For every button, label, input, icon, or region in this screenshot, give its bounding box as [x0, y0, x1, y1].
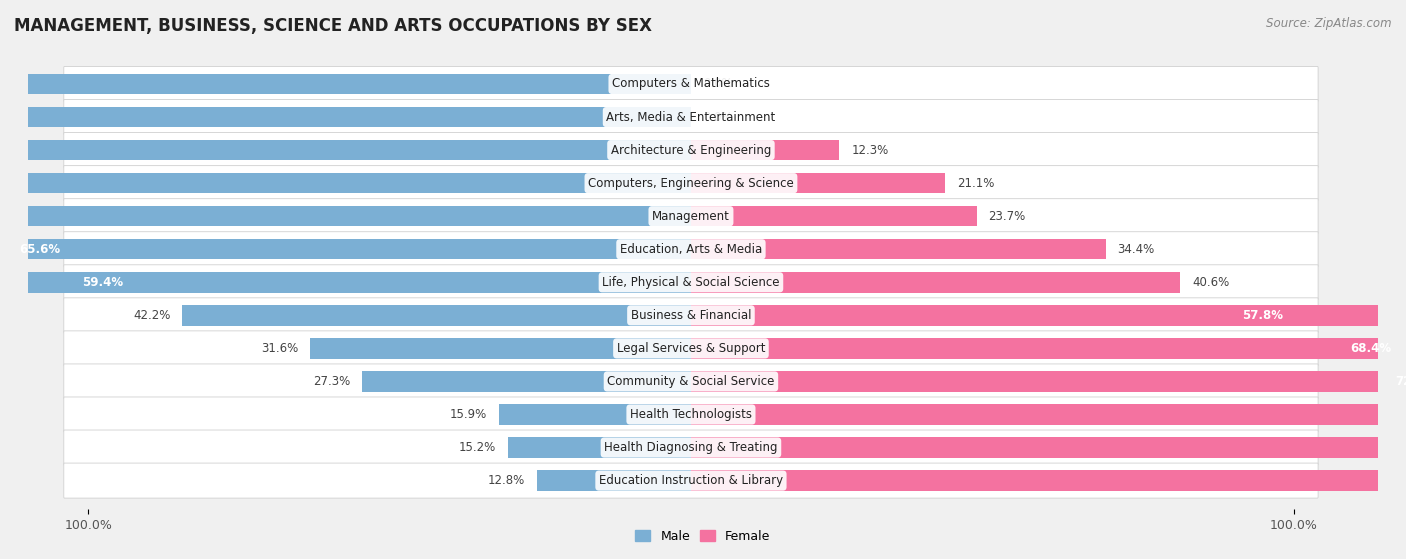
FancyBboxPatch shape: [63, 397, 1317, 432]
Text: 27.3%: 27.3%: [312, 375, 350, 388]
FancyBboxPatch shape: [63, 232, 1317, 267]
Text: 68.4%: 68.4%: [1351, 342, 1392, 355]
Text: 21.1%: 21.1%: [957, 177, 994, 190]
Text: Management: Management: [652, 210, 730, 222]
Bar: [0, 74, 690, 94]
Bar: [0, 107, 690, 127]
FancyBboxPatch shape: [63, 265, 1317, 300]
Bar: [0, 206, 690, 226]
FancyBboxPatch shape: [63, 298, 1317, 333]
Bar: [537, 470, 690, 491]
Text: 31.6%: 31.6%: [262, 342, 298, 355]
Text: Source: ZipAtlas.com: Source: ZipAtlas.com: [1267, 17, 1392, 30]
Text: Health Technologists: Health Technologists: [630, 408, 752, 421]
Text: Architecture & Engineering: Architecture & Engineering: [610, 144, 770, 157]
Text: 42.2%: 42.2%: [134, 309, 170, 322]
Text: 23.7%: 23.7%: [988, 210, 1026, 222]
FancyBboxPatch shape: [63, 132, 1317, 168]
Text: Computers & Mathematics: Computers & Mathematics: [612, 78, 770, 91]
Text: Health Diagnosing & Treating: Health Diagnosing & Treating: [605, 441, 778, 454]
Bar: [690, 206, 977, 226]
FancyBboxPatch shape: [63, 331, 1317, 366]
Text: 12.3%: 12.3%: [851, 144, 889, 157]
Text: Arts, Media & Entertainment: Arts, Media & Entertainment: [606, 111, 776, 124]
FancyBboxPatch shape: [63, 198, 1317, 234]
Bar: [690, 470, 1406, 491]
Text: 72.7%: 72.7%: [1395, 375, 1406, 388]
Bar: [183, 305, 690, 325]
Bar: [690, 140, 839, 160]
FancyBboxPatch shape: [63, 364, 1317, 399]
Bar: [0, 173, 690, 193]
FancyBboxPatch shape: [63, 67, 1317, 102]
Text: Business & Financial: Business & Financial: [631, 309, 751, 322]
Text: Community & Social Service: Community & Social Service: [607, 375, 775, 388]
Text: 57.8%: 57.8%: [1241, 309, 1284, 322]
Bar: [690, 371, 1406, 392]
Bar: [311, 338, 690, 359]
Text: Education, Arts & Media: Education, Arts & Media: [620, 243, 762, 256]
Text: 15.9%: 15.9%: [450, 408, 488, 421]
FancyBboxPatch shape: [63, 430, 1317, 465]
Text: 12.8%: 12.8%: [488, 474, 524, 487]
Text: Education Instruction & Library: Education Instruction & Library: [599, 474, 783, 487]
Text: 65.6%: 65.6%: [18, 243, 60, 256]
Text: 0.0%: 0.0%: [703, 78, 733, 91]
Text: 15.2%: 15.2%: [458, 441, 496, 454]
Bar: [499, 404, 690, 425]
Bar: [690, 272, 1180, 292]
Bar: [0, 272, 690, 292]
Bar: [690, 305, 1388, 325]
Text: Legal Services & Support: Legal Services & Support: [617, 342, 765, 355]
Bar: [508, 437, 690, 458]
Bar: [361, 371, 690, 392]
Bar: [690, 239, 1105, 259]
Text: 59.4%: 59.4%: [83, 276, 124, 289]
FancyBboxPatch shape: [63, 100, 1317, 135]
Bar: [690, 173, 945, 193]
Text: 0.0%: 0.0%: [703, 111, 733, 124]
Text: 40.6%: 40.6%: [1192, 276, 1229, 289]
Text: 34.4%: 34.4%: [1118, 243, 1154, 256]
FancyBboxPatch shape: [63, 165, 1317, 201]
Legend: Male, Female: Male, Female: [630, 525, 776, 548]
FancyBboxPatch shape: [63, 463, 1317, 498]
Text: Computers, Engineering & Science: Computers, Engineering & Science: [588, 177, 794, 190]
Bar: [0, 140, 690, 160]
Bar: [0, 239, 690, 259]
Text: MANAGEMENT, BUSINESS, SCIENCE AND ARTS OCCUPATIONS BY SEX: MANAGEMENT, BUSINESS, SCIENCE AND ARTS O…: [14, 17, 652, 35]
Bar: [690, 338, 1406, 359]
Text: Life, Physical & Social Science: Life, Physical & Social Science: [602, 276, 780, 289]
Bar: [690, 437, 1406, 458]
Bar: [690, 404, 1406, 425]
